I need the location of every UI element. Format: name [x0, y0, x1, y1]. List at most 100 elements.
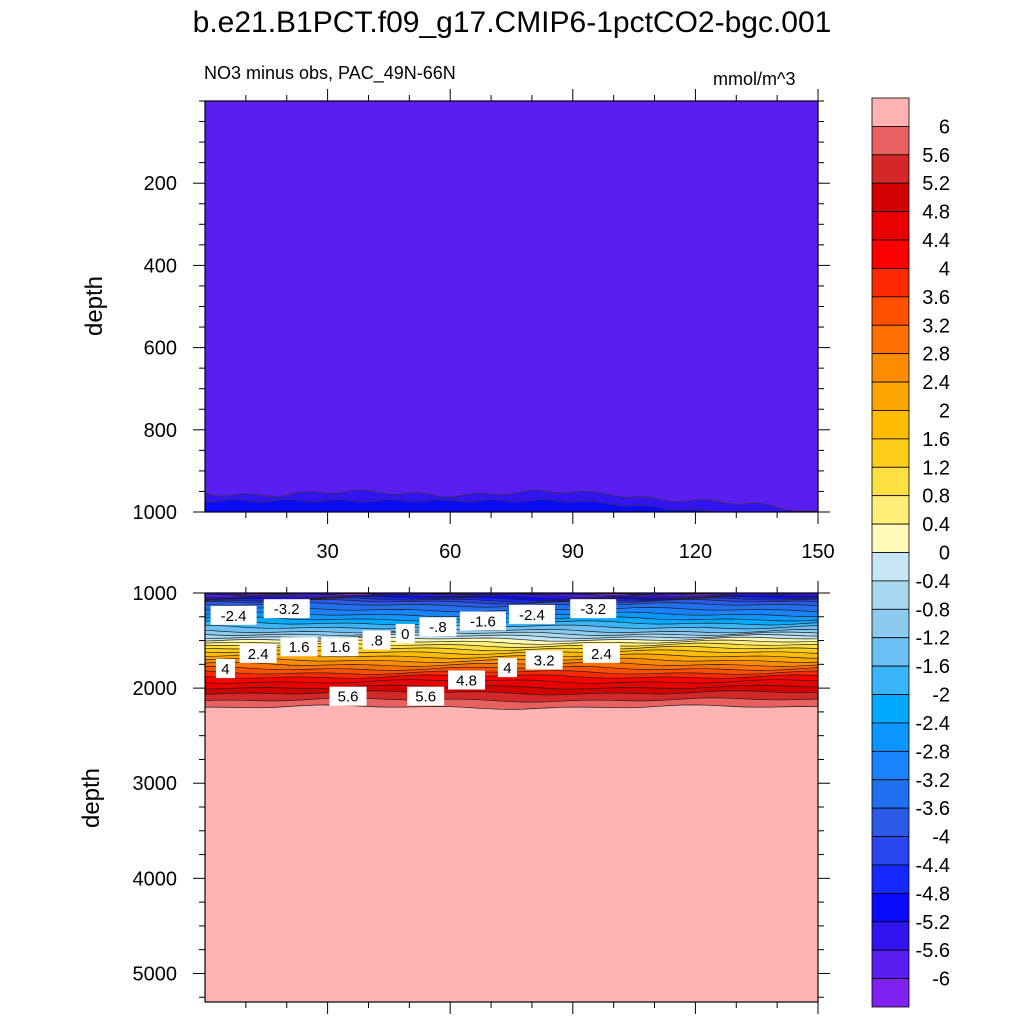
colorbar-swatch	[871, 466, 910, 497]
lower-fill: -2.4 -3.2 -2.4 -3.2 2.4 1.6 1.6 .8 0 -.8 -1.6 4 3.2 2…	[205, 593, 818, 1002]
contour-label-box	[263, 599, 310, 619]
colorbar-swatch	[871, 694, 910, 724]
colorbar-label: 0.4	[922, 514, 950, 536]
upper-fill	[205, 101, 818, 512]
y-tick-label: 1000	[133, 502, 178, 524]
colorbar-label: 3.6	[922, 287, 950, 309]
colorbar-label: 0	[939, 543, 950, 565]
colorbar-label: 4.8	[922, 202, 950, 224]
y-axis-label: depth	[78, 768, 105, 828]
contour-label-box	[239, 643, 277, 663]
colorbar-swatch	[871, 580, 910, 610]
contour-label: 4	[221, 661, 229, 678]
colorbar-label: -3.6	[916, 798, 950, 820]
colorbar-label: 4	[939, 258, 950, 280]
contour-label: -2.4	[221, 608, 247, 625]
contour-line	[205, 679, 818, 684]
contour-label: -2.4	[519, 607, 545, 624]
colorbar-label: 0.8	[922, 486, 950, 508]
colorbar-label: 2.4	[922, 372, 950, 394]
colorbar-label: -0.8	[916, 599, 950, 621]
colorbar-swatch	[871, 438, 910, 468]
colorbar-swatch	[871, 239, 910, 269]
contour-label-box	[280, 637, 318, 657]
contour-label: 5.6	[415, 689, 436, 706]
colorbar-swatch	[871, 381, 910, 411]
colorbar-swatch	[871, 296, 910, 326]
contour-label-box	[508, 604, 555, 624]
contour-label: -3.2	[274, 601, 300, 618]
colorbar-swatch	[871, 807, 910, 837]
y-tick-label: 1000	[133, 583, 178, 605]
colorbar-label: -4.4	[916, 855, 950, 877]
colorbar-label: -0.4	[916, 571, 950, 593]
colorbar-swatch	[871, 495, 910, 525]
upper-depth-panel: 30 60 90 120 150 200 400 600 800 1000 depth	[81, 89, 835, 563]
contour-label: 2.4	[591, 646, 612, 663]
colorbar-label: 1.6	[922, 429, 950, 451]
colorbar-swatch	[871, 608, 910, 639]
contour-label-box	[570, 599, 617, 619]
contour-label: 5.6	[338, 689, 359, 706]
contour-label: 1.6	[289, 639, 310, 656]
colorbar-swatch	[871, 211, 910, 241]
colorbar-swatch	[871, 552, 910, 582]
contour-label-box	[215, 659, 235, 679]
x-tick-label: 30	[316, 541, 338, 563]
contour-label-box	[582, 643, 620, 663]
colorbar-swatch	[871, 779, 910, 809]
deep-band-contour	[205, 499, 818, 512]
x-tick-label: 150	[801, 541, 834, 563]
colorbar-swatch	[871, 126, 910, 156]
colorbar-label: -1.6	[916, 656, 950, 678]
contour-label-box	[321, 637, 359, 657]
colorbar-label: 4.4	[922, 230, 950, 252]
y-tick-label: 2000	[133, 678, 178, 700]
plot-frame	[204, 592, 819, 1003]
contour-line	[205, 690, 818, 696]
colorbar-swatch	[871, 410, 910, 440]
y-tick-label: 800	[144, 420, 177, 442]
contour-line	[205, 697, 818, 703]
contour-label: 3.2	[534, 653, 555, 670]
colorbar-label: 5.2	[922, 173, 950, 195]
contour-label: 4.8	[456, 673, 477, 690]
colorbar-swatch	[871, 750, 910, 781]
y-axis-label: depth	[81, 276, 108, 336]
colorbar-label: -5.6	[916, 940, 950, 962]
lower-depth-panel: -2.4 -3.2 -2.4 -3.2 2.4 1.6 1.6 .8 0 -.8 -1.6 4 3.2 2…	[78, 581, 830, 1014]
contour-label: 0	[401, 626, 409, 643]
contour-label-box	[395, 623, 415, 643]
contour-label-box	[497, 658, 517, 678]
contour-label-box	[210, 605, 257, 625]
contour-line	[205, 628, 818, 634]
colorbar-label: -4	[932, 827, 950, 849]
colorbar-swatch	[871, 722, 910, 752]
contour-label-box	[459, 611, 506, 631]
contour-label: 1.6	[329, 639, 350, 656]
colorbar-swatch	[871, 353, 910, 383]
colorbar-swatch	[871, 268, 910, 298]
colorbar-swatch	[871, 978, 910, 1008]
colorbar-label: 2.8	[922, 344, 950, 366]
contour-label: .8	[370, 633, 383, 650]
colorbar-label: 2	[939, 400, 950, 422]
contour-label-box	[419, 617, 457, 637]
colorbar-swatch	[871, 836, 910, 866]
colorbar-label: 3.2	[922, 315, 950, 337]
contour-label: -1.6	[470, 614, 496, 631]
colorbar-label: -5.2	[916, 912, 950, 934]
colorbar-label: 5.6	[922, 145, 950, 167]
contour-line	[205, 684, 818, 690]
colorbar-swatch	[871, 637, 910, 667]
units-label: mmol/m^3	[713, 69, 796, 89]
colorbar-label: -2	[932, 685, 950, 707]
colorbar-swatch	[871, 864, 910, 894]
x-tick-label: 60	[439, 541, 461, 563]
contour-label: -3.2	[580, 601, 606, 618]
contour-line	[205, 704, 818, 710]
contour-line	[205, 624, 818, 630]
y-tick-label: 400	[144, 255, 177, 277]
contour-label-box	[329, 686, 367, 706]
